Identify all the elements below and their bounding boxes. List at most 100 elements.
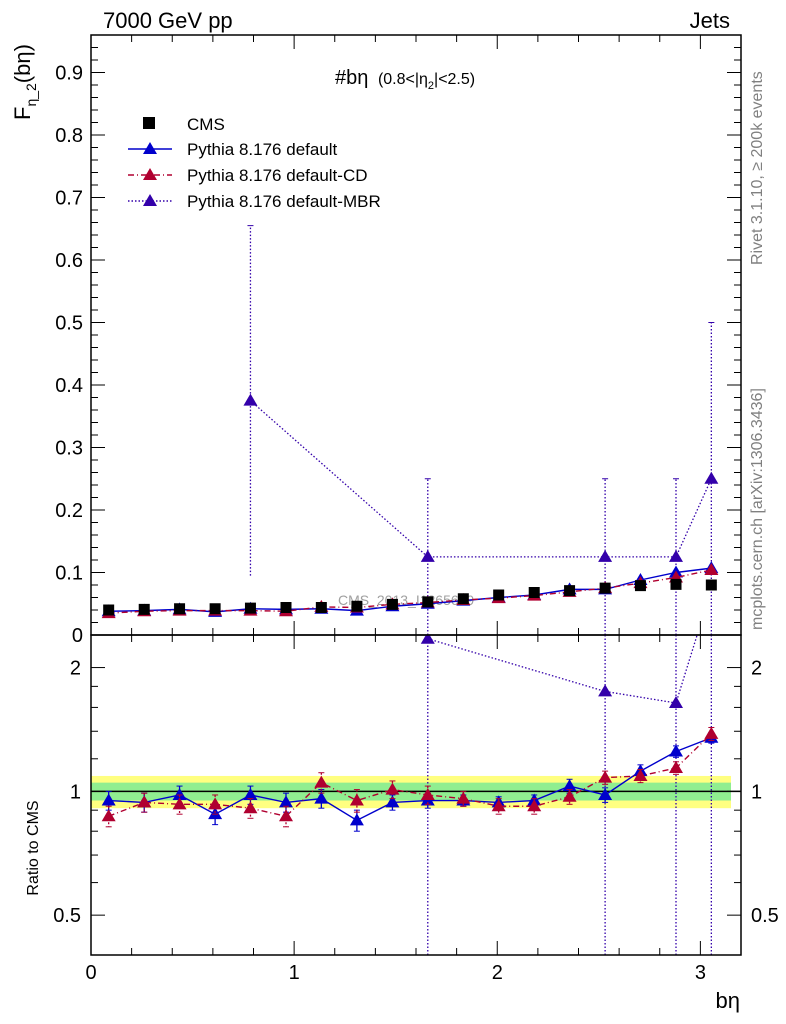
x-axis-label: bη <box>716 988 740 1013</box>
y-tick-label: 0.4 <box>55 375 83 397</box>
point-cms <box>670 578 682 590</box>
y-tick-label: 0.1 <box>55 563 83 585</box>
mcplots-label: mcplots.cern.ch [arXiv:1306.3436] <box>749 388 766 630</box>
ratio-y-tick-label-right: 0.5 <box>751 905 779 927</box>
y-tick-label: 0.5 <box>55 313 83 335</box>
legend-marker-default <box>143 142 157 154</box>
main-y-label: Fη_2(bη) <box>10 44 39 120</box>
x-tick-label: 2 <box>492 962 503 984</box>
ratio-point-default <box>314 791 329 804</box>
point-cms <box>493 589 505 601</box>
point-cms <box>351 600 363 612</box>
y-tick-label: 0.8 <box>55 125 83 147</box>
y-tick-label: 0.2 <box>55 500 83 522</box>
point-mbr <box>420 549 435 562</box>
ratio-point-cd <box>314 775 329 788</box>
ratio-point-default <box>279 795 293 808</box>
ratio-point-cd <box>349 793 364 806</box>
ratio-point-default <box>243 787 258 800</box>
ratio-point-default <box>349 813 364 826</box>
x-tick-label: 0 <box>85 962 96 984</box>
point-cms <box>457 593 469 605</box>
ratio-point-cd <box>562 789 577 802</box>
ratio-point-default <box>598 787 613 800</box>
title-sub-end: |<2.5) <box>434 71 475 88</box>
header-right: Jets <box>690 8 730 33</box>
point-cms <box>634 580 646 592</box>
ratio-point-mbr <box>420 635 435 644</box>
point-mbr <box>704 471 719 484</box>
ratio-y-tick-label: 1 <box>70 781 81 803</box>
point-cms <box>138 603 150 615</box>
ratio-point-cd <box>172 797 187 810</box>
ratio-series-group <box>91 635 741 955</box>
ratio-y-tick-label: 2 <box>70 658 81 680</box>
ratio-y-tick-label: 0.5 <box>53 905 81 927</box>
ratio-y-label: Ratio to CMS <box>25 800 42 895</box>
y-tick-label: 0.9 <box>55 63 83 85</box>
point-cms <box>386 598 398 610</box>
legend-label-cd: Pythia 8.176 default-CD <box>187 166 368 185</box>
ratio-line-default <box>108 737 712 822</box>
ratio-y-tick-label-right: 1 <box>751 781 762 803</box>
point-cms <box>705 579 717 591</box>
legend-label-cms: CMS <box>187 115 225 134</box>
legend-marker-mbr <box>143 194 157 206</box>
y-tick-label: 0.7 <box>55 188 83 210</box>
series-line-cd <box>108 569 712 614</box>
point-mbr <box>598 549 613 562</box>
ratio-point-cd <box>527 799 542 812</box>
point-cms <box>103 604 115 616</box>
point-mbr <box>243 393 258 406</box>
ratio-point-cd <box>704 726 719 739</box>
y-label-end: (bη) <box>10 44 35 83</box>
ratio-point-default <box>172 787 187 800</box>
point-mbr <box>669 549 683 562</box>
ratio-point-cd <box>456 791 471 804</box>
point-cms <box>564 585 576 597</box>
main-series-group <box>101 225 719 635</box>
ratio-point-cd <box>137 795 152 808</box>
ratio-point-mbr <box>669 696 683 709</box>
point-cms <box>422 596 434 608</box>
ratio-plot-area: 0.5 0.5 1 1 2 2 0 1 2 3 <box>53 634 779 984</box>
point-cms <box>209 603 221 615</box>
ratio-point-default <box>562 779 577 792</box>
rivet-label: Rivet 3.1.10, ≥ 200k events <box>749 71 766 265</box>
legend-marker-cd <box>143 168 157 180</box>
watermark: CMS_2013_I1265659 <box>338 592 474 608</box>
point-cd <box>704 563 719 575</box>
main-title: #bη (0.8<|η2|<2.5) <box>335 67 475 92</box>
ratio-point-cd <box>243 801 258 814</box>
series-line-default <box>108 567 712 613</box>
ratio-point-cd <box>598 770 613 783</box>
ratio-frame <box>90 634 742 956</box>
title-sub: (0.8<|η <box>378 71 428 88</box>
x-tick-label: 3 <box>695 962 706 984</box>
point-cms <box>599 582 611 594</box>
point-cms <box>174 603 186 615</box>
ratio-line-mbr <box>427 635 698 704</box>
x-tick-label: 1 <box>289 962 300 984</box>
point-cms <box>528 587 540 598</box>
series-line-mbr <box>250 400 712 558</box>
ratio-point-cd <box>669 760 683 773</box>
ratio-point-cd <box>633 768 648 781</box>
main-plot-area: 0 0.1 0.2 0.3 0.4 0.5 0.6 0.7 0.8 0.9 <box>55 34 742 647</box>
ratio-point-cd <box>208 797 223 810</box>
ratio-point-cd <box>420 787 435 800</box>
y-label-sub: η_2 <box>23 83 39 107</box>
title-main: #bη <box>335 67 368 89</box>
ratio-point-mbr <box>598 684 613 697</box>
legend-label-default: Pythia 8.176 default <box>187 140 338 159</box>
y-tick-label: 0.3 <box>55 438 83 460</box>
legend: CMS Pythia 8.176 default Pythia 8.176 de… <box>128 115 381 211</box>
ratio-point-default <box>669 744 683 757</box>
svg-text:Fη_2(bη): Fη_2(bη) <box>10 44 39 120</box>
point-cms <box>244 602 256 614</box>
ratio-point-default <box>208 807 223 820</box>
y-label-main: F <box>10 107 35 120</box>
legend-marker-cms <box>143 117 155 129</box>
y-tick-label: 0 <box>72 625 83 647</box>
